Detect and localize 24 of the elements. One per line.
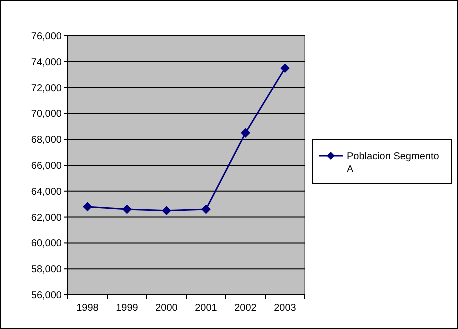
- x-tick-label: 1998: [76, 303, 100, 314]
- y-tick-label: 68,000: [31, 135, 62, 146]
- point: [202, 205, 211, 214]
- y-tick-label: 76,000: [31, 32, 62, 42]
- y-tick-label: 70,000: [31, 109, 62, 120]
- x-tick-label: 2003: [274, 303, 297, 314]
- legend-label: Poblacion Segmento A: [347, 152, 440, 176]
- y-tick-label: 64,000: [31, 186, 62, 198]
- x-tick-label: 2002: [234, 303, 258, 314]
- point: [83, 202, 92, 212]
- y-tick-label: 66,000: [31, 161, 62, 172]
- y-tick-label: 72,000: [31, 83, 62, 94]
- y-tick-label: 56,000: [31, 290, 62, 302]
- point: [162, 206, 172, 216]
- x-tick-label: 2001: [195, 303, 218, 314]
- point: [122, 205, 132, 214]
- point: [241, 128, 250, 138]
- x-tick-label: 1999: [116, 303, 139, 314]
- point: [280, 64, 290, 73]
- y-tick-label: 74,000: [31, 57, 62, 68]
- y-tick-label: 58,000: [31, 264, 62, 276]
- x-tick-label: 2000: [156, 303, 178, 314]
- y-tick-label: 60,000: [31, 238, 62, 250]
- y-tick-label: 62,000: [31, 212, 62, 224]
